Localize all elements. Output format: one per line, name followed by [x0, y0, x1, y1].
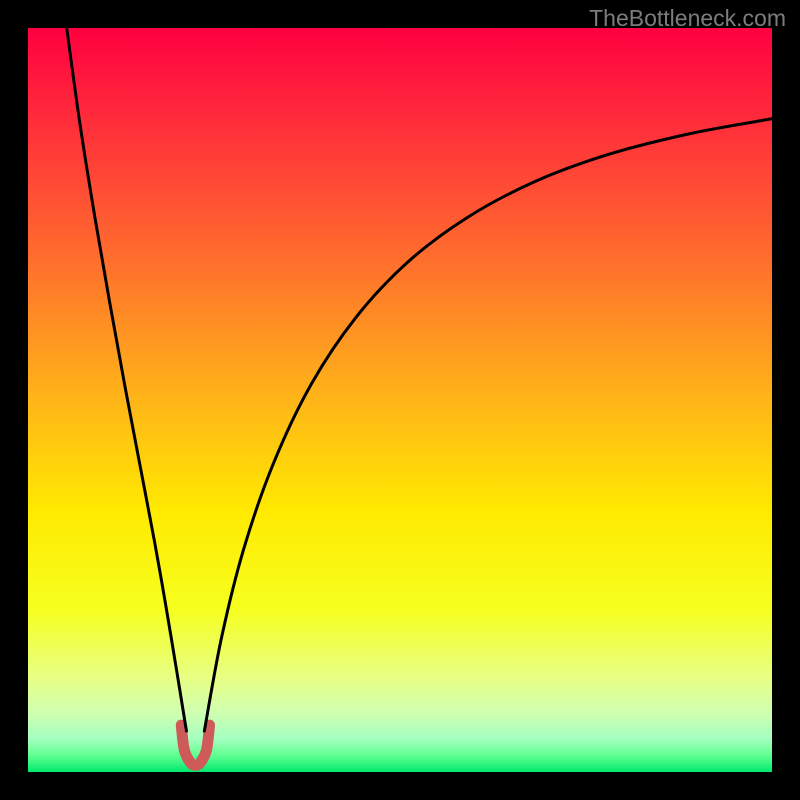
plot-svg: [28, 28, 772, 772]
chart-frame: TheBottleneck.com: [0, 0, 800, 800]
plot-area: [28, 28, 772, 772]
watermark-text: TheBottleneck.com: [589, 5, 786, 32]
